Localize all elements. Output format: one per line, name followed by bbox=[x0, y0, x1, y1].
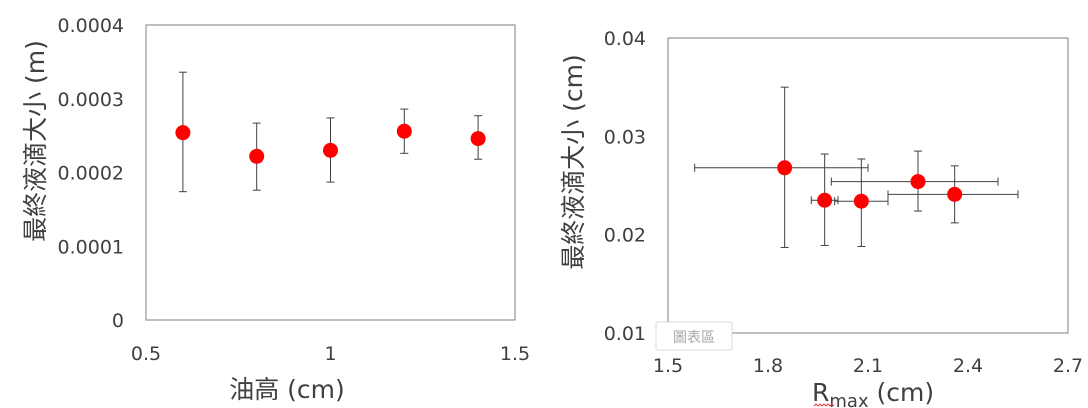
x-tick-label: 1.5 bbox=[653, 355, 683, 377]
data-point[interactable] bbox=[853, 193, 869, 209]
x-axis-title-unit: (cm) bbox=[869, 378, 935, 407]
data-marks-right bbox=[694, 86, 1019, 248]
y-axis-title-left: 最終液滴大小 (m) bbox=[21, 40, 50, 242]
y-tick-label: 0.02 bbox=[604, 225, 646, 247]
y-tick-label: 0.0004 bbox=[58, 15, 124, 37]
data-point[interactable] bbox=[396, 123, 412, 139]
x-tick-label: 2.7 bbox=[1053, 355, 1083, 377]
x-axis-title-right: Rmax (cm) bbox=[812, 378, 934, 408]
spellcheck-underline bbox=[813, 403, 835, 407]
data-point[interactable] bbox=[249, 148, 265, 164]
x-axis-title-left: 油高 (cm) bbox=[229, 375, 345, 404]
x-axis-title-main: R bbox=[812, 378, 829, 407]
data-point[interactable] bbox=[175, 125, 191, 141]
chart-area-label: 圖表區 bbox=[655, 321, 733, 351]
data-point[interactable] bbox=[470, 131, 486, 147]
chart-right: 1.5 1.8 2.1 2.4 2.7 0.01 0.02 0.03 0.04 Rmax (cm… bbox=[559, 28, 1083, 408]
chart-left: 0.5 1 1.5 0 0.0001 0.0002 0.0003 0.0004 油高 (cm)… bbox=[21, 15, 530, 404]
y-tick-label: 0.01 bbox=[604, 323, 646, 345]
y-tick-label: 0.03 bbox=[604, 126, 646, 148]
data-point[interactable] bbox=[323, 142, 338, 158]
y-axis-title-right: 最終液滴大小 (cm) bbox=[559, 54, 588, 270]
x-tick-label: 0.5 bbox=[131, 343, 161, 365]
y-tick-label: 0.0002 bbox=[58, 163, 124, 185]
x-tick-label: 2.1 bbox=[853, 355, 883, 377]
x-tick-label: 1.8 bbox=[753, 355, 783, 377]
y-tick-label: 0.0001 bbox=[58, 236, 124, 258]
y-tick-label: 0 bbox=[112, 310, 124, 332]
svg-text:圖表區: 圖表區 bbox=[673, 330, 715, 346]
tick-labels-left: 0.5 1 1.5 0 0.0001 0.0002 0.0003 0.0004 bbox=[58, 15, 531, 365]
x-tick-label: 1 bbox=[324, 343, 336, 365]
data-point[interactable] bbox=[947, 186, 963, 202]
y-tick-label: 0.0003 bbox=[58, 89, 124, 111]
x-tick-label: 2.4 bbox=[953, 355, 983, 377]
y-tick-label: 0.04 bbox=[604, 28, 646, 50]
data-point[interactable] bbox=[777, 160, 793, 176]
x-tick-label: 1.5 bbox=[500, 343, 530, 365]
data-marks-left bbox=[175, 71, 486, 193]
data-point[interactable] bbox=[910, 174, 926, 190]
x-axis-title-subscript: max bbox=[829, 391, 869, 408]
plot-area-right[interactable] bbox=[667, 37, 1069, 334]
tick-labels-right: 1.5 1.8 2.1 2.4 2.7 0.01 0.02 0.03 0.04 bbox=[604, 28, 1083, 377]
data-point[interactable] bbox=[817, 192, 833, 208]
